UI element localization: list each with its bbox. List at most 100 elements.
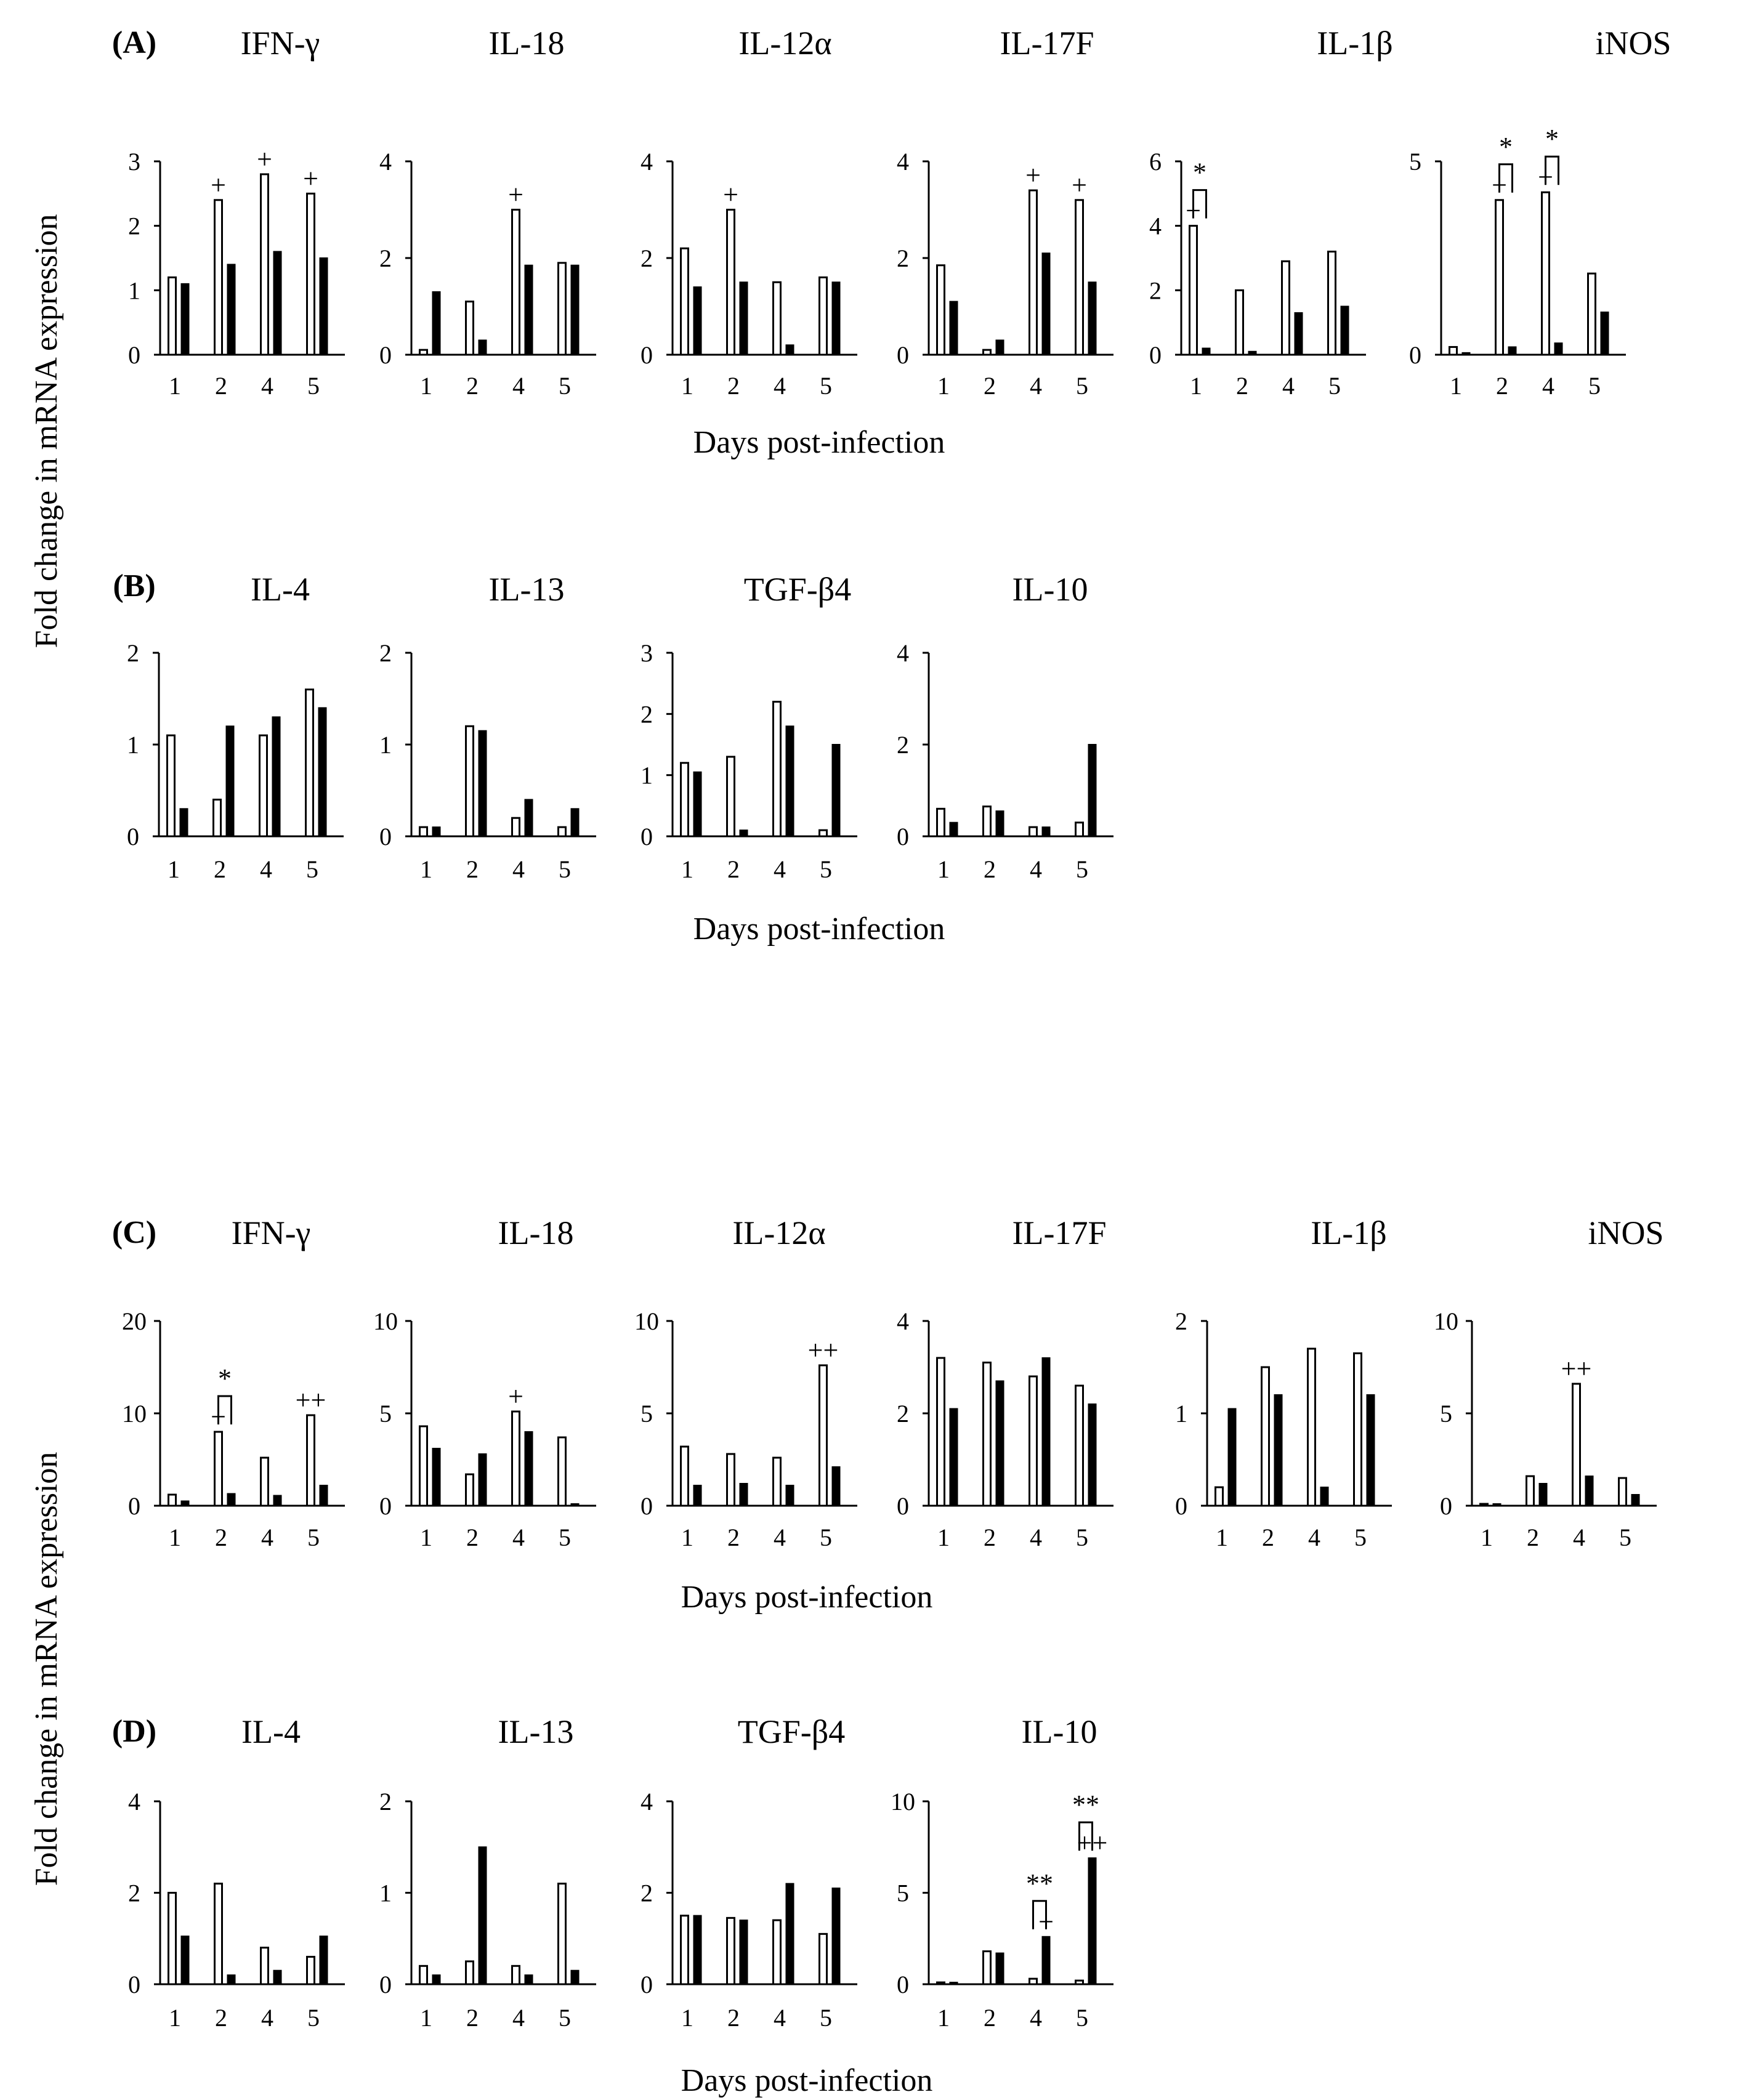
y-tick-label-b-tgf-4: 0 — [641, 823, 653, 850]
bar-filled-d-il-4-day-4 — [273, 1969, 282, 1985]
y-tick-label-d-tgf-4: 0 — [641, 1971, 653, 1998]
bar-filled-a-il-18-day-4 — [524, 264, 533, 355]
x-tick-label-a-ifn-: 5 — [307, 372, 320, 400]
bar-open-a-il-17f-day-2 — [982, 349, 992, 356]
bar-open-b-tgf-4-day-2 — [726, 756, 735, 838]
y-tick-label-c-il-1-: 1 — [1175, 1400, 1187, 1428]
x-tick-label-b-il-4: 2 — [214, 855, 226, 883]
bar-filled-c-il-17f-day-5 — [1088, 1403, 1097, 1506]
bar-open-a-il-1--day-2 — [1235, 289, 1244, 356]
significance-bracket-c-ifn- — [217, 1395, 232, 1424]
significance-star-a-il-1-: * — [1193, 158, 1206, 188]
chart-title-d-il-13: IL-13 — [498, 1713, 574, 1750]
y-tick-label-b-il-4: 0 — [127, 823, 139, 850]
x-tick-label-c-il-18: 1 — [420, 1524, 432, 1551]
chart-title-c-inos: iNOS — [1588, 1214, 1663, 1251]
bar-filled-a-il-12--day-2 — [739, 281, 748, 355]
y-tick-label-c-ifn-: 20 — [122, 1307, 147, 1335]
x-tick-label-c-ifn-: 1 — [169, 1524, 181, 1551]
bar-open-d-il-4-day-1 — [168, 1892, 177, 1985]
bar-filled-d-il-13-day-5 — [570, 1969, 580, 1985]
x-tick-label-c-inos: 2 — [1527, 1524, 1539, 1551]
bar-filled-c-il-12--day-1 — [693, 1485, 702, 1506]
y-tick-label-a-il-1-: 6 — [1149, 148, 1162, 176]
y-tick-label-b-tgf-4: 2 — [641, 700, 653, 728]
bar-filled-a-il-1--day-1 — [1202, 347, 1211, 355]
bar-filled-c-ifn--day-2 — [227, 1493, 236, 1506]
bar-filled-d-il-10-day-2 — [995, 1952, 1004, 1985]
x-tick-label-d-tgf-4: 5 — [820, 2004, 832, 2032]
x-tick-label-c-il-1-: 5 — [1354, 1524, 1367, 1551]
x-tick-label-c-ifn-: 4 — [261, 1524, 273, 1551]
x-tick-label-c-il-17f: 1 — [937, 1524, 950, 1551]
bar-open-a-inos-day-2 — [1495, 199, 1504, 356]
bar-filled-a-il-17f-day-4 — [1041, 252, 1051, 355]
chart-title-b-il-13: IL-13 — [489, 571, 565, 608]
chart-title-b-il-10: IL-10 — [1012, 571, 1088, 608]
x-axis-title-cd: Days post-infection — [681, 1580, 933, 1615]
x-tick-label-a-il-1-: 2 — [1236, 372, 1248, 400]
significance-marker-c-ifn-: ++ — [296, 1385, 326, 1415]
bar-open-d-il-13-day-1 — [419, 1965, 428, 1985]
significance-bracket-a-inos — [1545, 155, 1559, 185]
x-tick-label-a-il-17f: 5 — [1076, 372, 1088, 400]
y-tick-label-d-il-4: 0 — [128, 1971, 140, 1998]
x-tick-label-b-tgf-4: 5 — [820, 855, 832, 883]
y-tick-label-a-il-18: 4 — [379, 148, 392, 176]
bar-open-b-il-10-day-5 — [1075, 822, 1084, 838]
chart-title-b-tgf-4: TGF-β4 — [744, 571, 851, 608]
bar-filled-c-il-18-day-1 — [432, 1448, 441, 1506]
bar-filled-b-tgf-4-day-5 — [831, 744, 841, 837]
y-tick-label-d-tgf-4: 4 — [641, 1788, 653, 1815]
x-tick-label-b-tgf-4: 4 — [774, 855, 786, 883]
chart-title-c-il-12-: IL-12α — [732, 1214, 825, 1251]
x-tick-label-b-il-13: 4 — [512, 855, 525, 883]
bar-filled-d-tgf-4-day-4 — [785, 1883, 794, 1985]
bar-filled-c-il-1--day-5 — [1366, 1394, 1375, 1506]
chart-title-c-il-17f: IL-17F — [1012, 1214, 1107, 1251]
bar-filled-a-il-1--day-5 — [1340, 305, 1349, 355]
x-tick-label-c-inos: 5 — [1619, 1524, 1631, 1551]
bar-open-c-ifn--day-5 — [306, 1414, 315, 1507]
y-tick-label-d-il-13: 0 — [379, 1971, 392, 1998]
x-tick-label-c-ifn-: 2 — [215, 1524, 227, 1551]
x-tick-label-d-il-10: 1 — [937, 2004, 950, 2032]
bar-filled-b-il-10-day-5 — [1088, 744, 1097, 837]
bar-filled-b-il-13-day-4 — [524, 799, 533, 838]
bar-open-a-inos-day-5 — [1587, 272, 1596, 356]
y-tick-label-a-il-17f: 2 — [897, 244, 909, 272]
y-tick-label-a-il-12-: 4 — [641, 148, 653, 176]
bar-open-d-tgf-4-day-1 — [680, 1915, 689, 1985]
bar-open-d-tgf-4-day-2 — [726, 1916, 735, 1985]
x-tick-label-a-il-17f: 1 — [937, 372, 950, 400]
y-tick-label-c-il-1-: 2 — [1175, 1307, 1187, 1335]
x-tick-label-b-tgf-4: 1 — [681, 855, 693, 883]
x-tick-label-a-il-17f: 2 — [984, 372, 996, 400]
y-tick-label-b-il-13: 1 — [379, 731, 392, 759]
bar-open-b-il-10-day-1 — [936, 807, 945, 838]
bar-filled-a-ifn--day-4 — [273, 251, 282, 355]
x-tick-label-d-tgf-4: 1 — [681, 2004, 693, 2032]
bar-filled-c-il-17f-day-2 — [995, 1380, 1004, 1506]
y-tick-label-a-il-12-: 2 — [641, 244, 653, 272]
y-tick-label-c-il-18: 5 — [379, 1400, 392, 1428]
chart-title-c-il-1-: IL-1β — [1311, 1214, 1386, 1251]
bar-open-a-inos-day-4 — [1541, 191, 1550, 356]
significance-star-d-il-10: ** — [1026, 1868, 1053, 1899]
bar-open-b-tgf-4-day-1 — [680, 762, 689, 838]
x-tick-label-a-ifn-: 2 — [215, 372, 227, 400]
bar-open-c-il-1--day-4 — [1307, 1347, 1316, 1507]
x-tick-label-b-il-4: 1 — [168, 855, 180, 883]
significance-star-d-il-10: ** — [1072, 1790, 1099, 1820]
bar-filled-d-il-10-day-1 — [949, 1982, 958, 1985]
bar-open-a-il-18-day-4 — [511, 209, 520, 356]
bar-filled-c-inos-day-1 — [1492, 1503, 1501, 1506]
panel-label-c: (C) — [112, 1215, 156, 1250]
y-tick-label-d-il-10: 10 — [891, 1788, 915, 1815]
bar-filled-a-inos-day-5 — [1600, 311, 1609, 356]
bar-filled-c-il-18-day-4 — [524, 1431, 533, 1506]
bar-open-c-il-18-day-1 — [419, 1425, 428, 1507]
bar-filled-c-inos-day-5 — [1631, 1494, 1640, 1506]
y-tick-label-a-il-1-: 2 — [1149, 277, 1162, 304]
bar-open-d-il-4-day-2 — [214, 1883, 223, 1985]
